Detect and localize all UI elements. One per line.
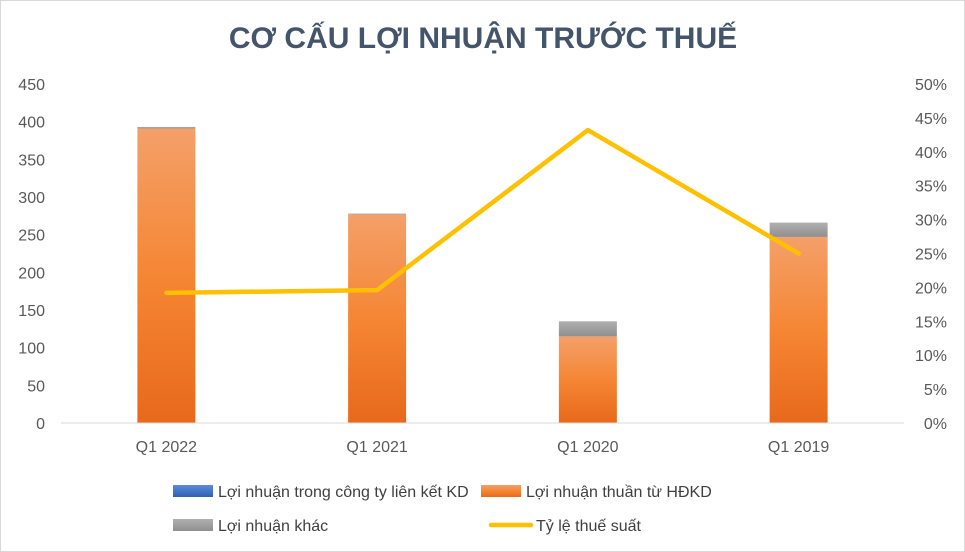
legend-swatch (173, 485, 213, 497)
x-tick-label: Q1 2020 (557, 439, 618, 456)
y-right-tick-label: 10% (915, 348, 947, 365)
y-right-tick-label: 40% (915, 145, 947, 162)
bar-other-profit (769, 222, 828, 237)
y-right-tick-label: 30% (915, 213, 947, 230)
legend-label: Lợi nhuận trong công ty liên kết KD (218, 484, 469, 501)
y-left-tick-label: 450 (18, 77, 45, 94)
bars-layer (137, 126, 828, 423)
x-tick-label: Q1 2022 (136, 439, 197, 456)
chart-legend: Lợi nhuận trong công ty liên kết KD Lợi n… (173, 484, 712, 535)
tax-rate-line (164, 127, 801, 296)
y-right-tick-label: 5% (924, 382, 947, 399)
y-right-tick-label: 15% (915, 314, 947, 331)
bar-operating-profit (769, 236, 828, 423)
x-tick-label: Q1 2021 (346, 439, 407, 456)
legend-swatch (481, 485, 521, 497)
y-left-tick-label: 300 (18, 190, 45, 207)
bar-other-profit (558, 321, 617, 337)
y-right-tick-label: 45% (915, 111, 947, 128)
legend-label: Tỷ lệ thuế suất (536, 518, 642, 535)
y-left-tick-label: 250 (18, 228, 45, 245)
bar-operating-profit (558, 336, 617, 423)
y-left-tick-label: 150 (18, 303, 45, 320)
bar-other-profit (348, 213, 407, 215)
axis-layer: 0 50 100 150 200 250 300 350 400 450 0% 5% 10% 15% 20%… (18, 77, 947, 456)
y-right-tick-label: 20% (915, 280, 947, 297)
y-left-tick-label: 200 (18, 265, 45, 282)
y-left-tick-label: 50 (27, 378, 45, 395)
y-right-tick-label: 0% (924, 416, 947, 433)
y-left-tick-label: 0 (36, 416, 45, 433)
y-right-tick-label: 50% (915, 77, 947, 94)
y-left-tick-label: 350 (18, 152, 45, 169)
y-right-tick-label: 25% (915, 247, 947, 264)
line-layer (164, 127, 801, 296)
y-right-tick-label: 35% (915, 179, 947, 196)
legend-label: Lợi nhuận khác (218, 518, 328, 535)
bar-operating-profit (348, 214, 407, 423)
y-left-tick-label: 400 (18, 115, 45, 132)
x-tick-label: Q1 2019 (768, 439, 829, 456)
bar-other-profit (137, 126, 196, 129)
chart-title: CƠ CẤU LỢI NHUẬN TRƯỚC THUẾ (229, 21, 737, 55)
legend-label: Lợi nhuận thuần từ HĐKD (526, 484, 712, 501)
y-left-tick-label: 100 (18, 341, 45, 358)
legend-swatch (173, 519, 213, 531)
bar-operating-profit (137, 128, 196, 423)
